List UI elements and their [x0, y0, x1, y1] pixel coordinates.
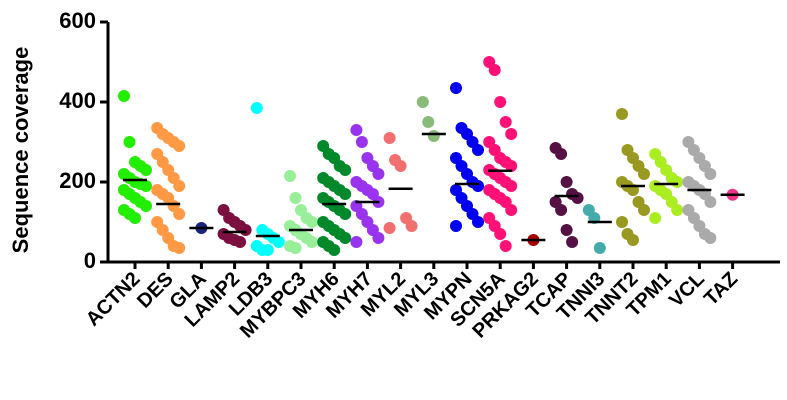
data-point [289, 192, 302, 204]
data-point [272, 236, 285, 248]
x-tick-label: DES [133, 268, 178, 313]
data-point [339, 232, 352, 244]
data-point [372, 168, 385, 180]
data-point [173, 140, 186, 152]
data-point [284, 170, 296, 182]
data-point [173, 180, 186, 192]
data-point [560, 176, 573, 188]
data-point [555, 148, 568, 160]
x-tick-label: VCL [665, 268, 709, 312]
x-tick-label: TAZ [700, 268, 742, 310]
data-point [704, 196, 717, 208]
data-point [505, 128, 518, 140]
data-point [616, 216, 628, 228]
data-point [566, 236, 579, 248]
data-point [140, 200, 152, 212]
data-point [450, 220, 462, 232]
data-point [328, 244, 341, 256]
data-point [239, 224, 252, 236]
data-point [355, 136, 368, 148]
data-point [560, 224, 573, 236]
data-point [494, 228, 507, 240]
data-point [427, 130, 440, 142]
data-point [416, 96, 429, 108]
data-point [472, 144, 484, 156]
data-point [339, 208, 352, 220]
data-point [306, 236, 318, 248]
data-point [472, 216, 484, 228]
data-point [488, 64, 501, 76]
data-point [383, 132, 396, 144]
data-point [616, 108, 628, 120]
data-point [555, 204, 568, 216]
data-point [350, 124, 363, 136]
data-point [494, 96, 507, 108]
data-point [140, 180, 152, 192]
data-point [499, 116, 512, 128]
y-tick-label: 200 [59, 168, 96, 193]
data-point [704, 232, 717, 244]
data-point [593, 242, 606, 254]
data-point [505, 160, 518, 172]
data-point [261, 244, 274, 256]
data-point [173, 208, 186, 220]
y-tick-label: 600 [59, 8, 96, 33]
data-point [289, 242, 302, 254]
data-point [234, 236, 247, 248]
data-point [250, 102, 263, 114]
data-point [405, 220, 418, 232]
data-point [505, 204, 518, 216]
data-point [671, 176, 684, 188]
y-tick-label: 0 [84, 248, 96, 273]
y-axis-label: Sequence coverage [8, 47, 33, 254]
data-point [372, 232, 385, 244]
data-point [129, 212, 141, 224]
data-point [505, 180, 518, 192]
data-point [571, 192, 584, 204]
data-point [472, 180, 484, 192]
data-point [123, 136, 136, 148]
y-tick-label: 400 [59, 88, 96, 113]
data-point [499, 240, 512, 252]
data-point [118, 90, 130, 102]
data-point [339, 188, 352, 200]
data-point [649, 212, 662, 224]
data-point [339, 164, 352, 176]
data-point [638, 168, 650, 180]
data-point [140, 164, 152, 176]
data-point [350, 236, 363, 248]
data-point [704, 168, 717, 180]
data-point [671, 204, 684, 216]
data-point [422, 116, 435, 128]
data-point [306, 216, 318, 228]
data-point [638, 204, 650, 216]
data-point [627, 234, 639, 246]
data-point [394, 160, 407, 172]
data-point [173, 242, 186, 254]
data-point [450, 82, 462, 94]
data-point [383, 222, 396, 234]
